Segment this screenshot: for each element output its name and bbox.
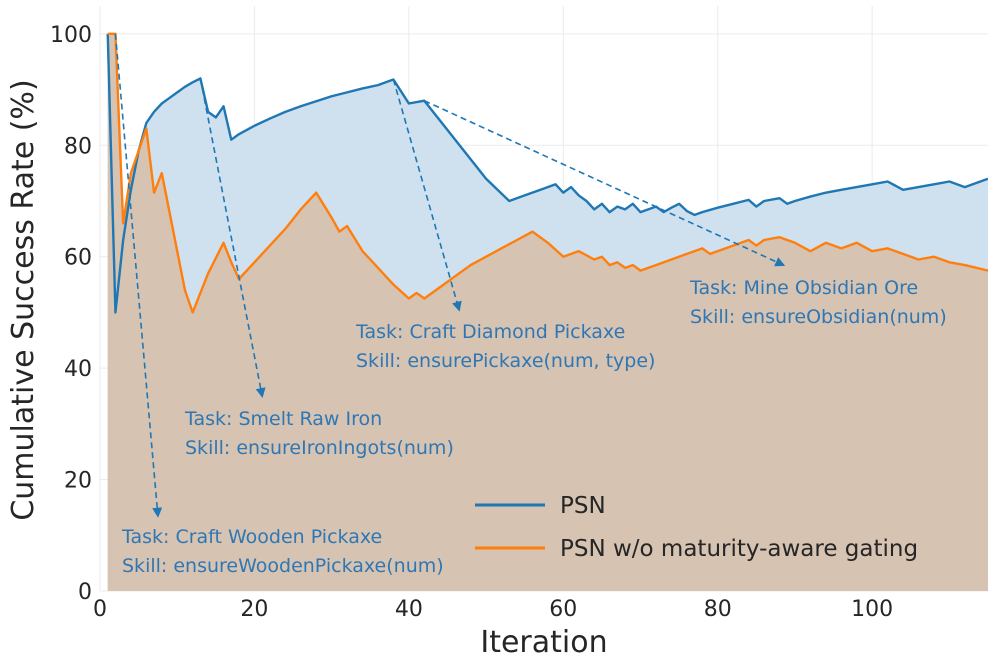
x-tick-label: 80 [704, 597, 732, 622]
annotation-arrow-0 [114, 33, 163, 518]
annotation-task-1: Task: Smelt Raw Iron [184, 408, 382, 430]
annotation-task-2: Task: Craft Diamond Pickaxe [355, 321, 625, 343]
legend-psn-no-gating-label: PSN w/o maturity-aware gating [560, 536, 918, 562]
y-tick-label: 60 [64, 246, 92, 271]
series-area-1 [107, 33, 988, 591]
annotations: Task: Craft Wooden Pickaxe Skill: ensureW… [121, 277, 947, 577]
series-line-1 [107, 32, 988, 314]
annotation-skill-3: Skill: ensureObsidian(num) [690, 306, 947, 328]
legend-psn-label: PSN [560, 493, 606, 519]
y-tick-label: 20 [64, 469, 92, 494]
annotation-skill-2: Skill: ensurePickaxe(num, type) [356, 350, 655, 372]
annotation-arrow-1 [199, 78, 266, 398]
x-tick-label: 0 [93, 597, 107, 622]
x-tick-label: 20 [240, 597, 268, 622]
tick-labels: 0 20 40 60 80 100 0 20 40 60 80 100 [50, 23, 893, 622]
y-tick-label: 100 [50, 23, 92, 48]
x-tick-label: 100 [851, 597, 893, 622]
y-tick-label: 40 [64, 357, 92, 382]
annotation-task-3: Task: Mine Obsidian Ore [689, 277, 918, 299]
annotation-skill-0: Skill: ensureWoodenPickaxe(num) [122, 555, 444, 577]
x-tick-label: 40 [395, 597, 423, 622]
x-tick-label: 60 [549, 597, 577, 622]
annotation-task-0: Task: Craft Wooden Pickaxe [121, 526, 382, 548]
x-axis-label: Iteration [480, 625, 607, 660]
annotation-skill-1: Skill: ensureIronIngots(num) [185, 437, 454, 459]
annotation-arrows [114, 33, 786, 518]
y-tick-label: 80 [64, 134, 92, 159]
y-axis-label: Cumulative Success Rate (%) [6, 79, 41, 520]
series-areas [107, 33, 988, 591]
annotation-arrow-3 [423, 99, 786, 267]
y-tick-label: 0 [78, 580, 92, 605]
legend: PSN PSN w/o maturity-aware gating [475, 493, 918, 562]
